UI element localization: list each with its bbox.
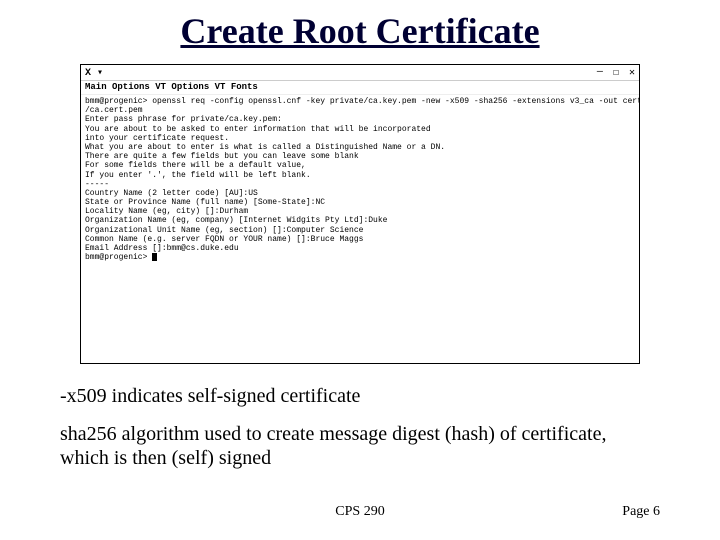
- slide: Create Root Certificate X ▾ — ☐ ✕ Main O…: [0, 0, 720, 540]
- note-line-1: -x509 indicates self-signed certificate: [60, 384, 660, 408]
- terminal-line: -----: [85, 180, 635, 189]
- slide-footer: CPS 290 Page 6: [0, 504, 720, 520]
- terminal-line: Email Address []:bmm@cs.duke.edu: [85, 244, 635, 253]
- terminal-line: Organizational Unit Name (eg, section) […: [85, 226, 635, 235]
- maximize-icon[interactable]: ☐: [613, 67, 619, 79]
- terminal-line: State or Province Name (full name) [Some…: [85, 198, 635, 207]
- terminal-line: There are quite a few fields but you can…: [85, 152, 635, 161]
- slide-notes: -x509 indicates self-signed certificate …: [0, 384, 720, 470]
- cursor-icon: [152, 253, 157, 261]
- terminal-menubar[interactable]: Main Options VT Options VT Fonts: [81, 81, 639, 95]
- terminal-titlebar: X ▾ — ☐ ✕: [81, 65, 639, 81]
- terminal-line: bmm@progenic>: [85, 253, 635, 262]
- terminal-line: /ca.cert.pem: [85, 106, 635, 115]
- slide-title: Create Root Certificate: [0, 10, 720, 52]
- terminal-line: What you are about to enter is what is c…: [85, 143, 635, 152]
- terminal-line: bmm@progenic> openssl req -config openss…: [85, 97, 635, 106]
- terminal-icon: X ▾: [85, 67, 103, 79]
- terminal-line: Country Name (2 letter code) [AU]:US: [85, 189, 635, 198]
- terminal-body: bmm@progenic> openssl req -config openss…: [81, 95, 639, 264]
- minimize-icon[interactable]: —: [597, 67, 603, 79]
- terminal-line: If you enter '.', the field will be left…: [85, 171, 635, 180]
- terminal-line: Enter pass phrase for private/ca.key.pem…: [85, 115, 635, 124]
- terminal-line: You are about to be asked to enter infor…: [85, 125, 635, 134]
- terminal-window: X ▾ — ☐ ✕ Main Options VT Options VT Fon…: [80, 64, 640, 364]
- terminal-line: Common Name (e.g. server FQDN or YOUR na…: [85, 235, 635, 244]
- note-line-2: sha256 algorithm used to create message …: [60, 422, 660, 470]
- terminal-line: Locality Name (eg, city) []:Durham: [85, 207, 635, 216]
- terminal-line: Organization Name (eg, company) [Interne…: [85, 216, 635, 225]
- terminal-line: For some fields there will be a default …: [85, 161, 635, 170]
- window-controls: — ☐ ✕: [597, 67, 635, 79]
- close-icon[interactable]: ✕: [629, 67, 635, 79]
- footer-page: Page 6: [622, 504, 660, 520]
- footer-course: CPS 290: [335, 504, 384, 520]
- terminal-line: into your certificate request.: [85, 134, 635, 143]
- xterm-icon: X ▾: [85, 67, 103, 79]
